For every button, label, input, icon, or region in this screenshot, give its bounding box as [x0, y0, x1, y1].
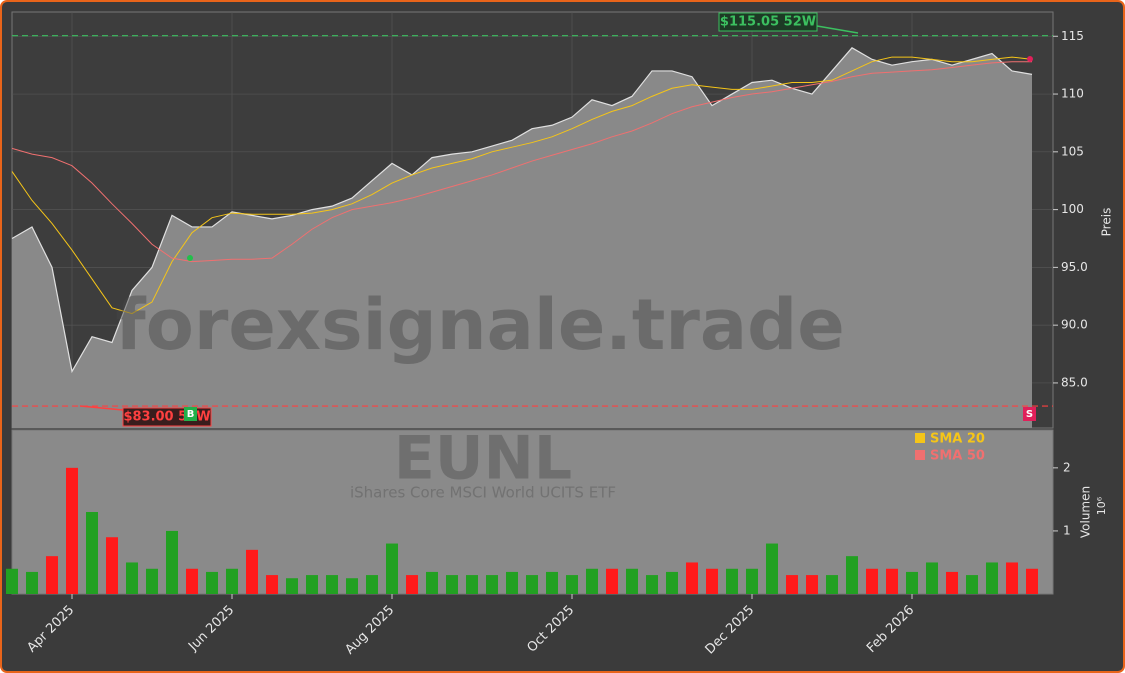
volume-bar [626, 568, 638, 594]
volume-bar [646, 575, 658, 594]
y2-axis-label: Volumen [1079, 486, 1093, 538]
volume-bar [866, 568, 878, 594]
volume-bar [766, 543, 778, 594]
volume-bar [826, 575, 838, 594]
high-label-box [718, 12, 818, 32]
price-line [11, 47, 1033, 374]
volume-bar [1006, 562, 1018, 594]
y-tick-label: 110 [1061, 87, 1084, 101]
volume-bar [166, 530, 178, 594]
volume-bar [386, 543, 398, 594]
volume-bar [26, 571, 38, 594]
volume-bar [246, 549, 258, 594]
y-axis-label: Preis [1100, 208, 1114, 237]
volume-bar [746, 568, 758, 594]
volume-bar [606, 568, 618, 594]
low-label: $83.00 52W [123, 410, 210, 425]
y-tick-label: 85.0 [1061, 375, 1088, 389]
price-area [12, 47, 1032, 428]
sma-line [11, 61, 1032, 263]
volume-bar [266, 575, 278, 594]
volume-bar [126, 562, 138, 594]
legend-swatch [915, 433, 925, 443]
volume-bar [106, 537, 118, 594]
y2-tick-label: 2 [1063, 460, 1071, 474]
y-tick-label: 115 [1061, 29, 1084, 43]
buy-label: B [187, 409, 195, 420]
high-label: $115.05 52W [720, 15, 816, 30]
volume-panel [11, 429, 1054, 595]
volume-bar [206, 571, 218, 594]
volume-bar [426, 571, 438, 594]
volume-bar [346, 578, 358, 594]
volume-bar [46, 556, 58, 594]
volume-bar [306, 575, 318, 594]
buy-marker [184, 407, 197, 421]
volume-bar [366, 575, 378, 594]
y2-tick-label: 1 [1063, 523, 1071, 537]
y2-unit: 10⁶ [1095, 496, 1108, 515]
volume-bar [846, 556, 858, 594]
volume-bar [326, 575, 338, 594]
volume-bar [786, 575, 798, 594]
volume-bar [6, 568, 18, 594]
volume-bar [686, 562, 698, 594]
volume-bar [506, 571, 518, 594]
legend-label: SMA 50 [930, 449, 985, 464]
buy-dot [187, 255, 193, 261]
volume-bar [186, 568, 198, 594]
volume-bar [806, 575, 818, 594]
legend-swatch [915, 450, 925, 460]
volume-bar [406, 575, 418, 594]
sell-label: S [1026, 409, 1033, 420]
sma-line [11, 56, 1033, 315]
volume-bar [226, 568, 238, 594]
chart-title: EUNL [394, 424, 572, 494]
volume-bar [146, 568, 158, 594]
volume-bar [466, 575, 478, 594]
y-tick-label: 95.0 [1061, 260, 1088, 274]
volume-bar [446, 575, 458, 594]
volume-bar [946, 571, 958, 594]
y-tick-label: 90.0 [1061, 318, 1088, 332]
low-arrow [79, 405, 124, 411]
volume-bar [886, 568, 898, 594]
volume-bar [926, 562, 938, 594]
volume-bar [586, 568, 598, 594]
volume-bar [906, 571, 918, 594]
volume-bar [706, 568, 718, 594]
watermark: forexsignale.trade [115, 284, 844, 366]
sell-dot [1027, 56, 1033, 62]
volume-bar [486, 575, 498, 594]
chart-subtitle: iShares Core MSCI World UCITS ETF [350, 484, 616, 502]
volume-bar [1026, 568, 1038, 594]
legend-label: SMA 20 [930, 432, 985, 447]
volume-bar [66, 467, 78, 594]
volume-bar [966, 575, 978, 594]
high-arrow [816, 25, 859, 34]
volume-bar [526, 575, 538, 594]
volume-bar [986, 562, 998, 594]
volume-bar [726, 568, 738, 594]
volume-bar [566, 575, 578, 594]
volume-bar [666, 571, 678, 594]
sell-marker [1023, 407, 1036, 421]
y-tick-label: 100 [1061, 202, 1084, 216]
volume-bar [546, 571, 558, 594]
volume-bar [286, 578, 298, 594]
volume-bar [86, 512, 98, 594]
y-tick-label: 105 [1061, 144, 1084, 158]
